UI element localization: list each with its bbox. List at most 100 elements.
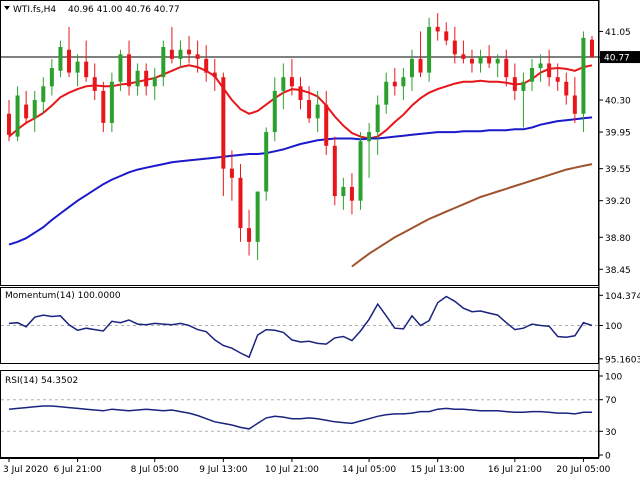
candle-body [212,72,217,78]
time-axis-label: 14 Jul 05:00 [342,465,396,475]
candle-body [264,132,269,192]
candle-body [452,40,457,55]
candle-body [384,81,389,105]
candle-body [49,68,54,87]
candle-body [24,104,29,119]
candle-body [75,61,80,73]
candle-body [272,90,277,133]
candle-body [564,81,569,96]
candle-body [555,77,560,82]
candle-body [504,58,509,78]
candle-body [84,61,89,78]
candle-body [15,95,20,137]
candle-body [289,77,294,87]
momentum-axis-tick-label: 100 [605,322,622,332]
candle-body [67,49,72,73]
candle-body [238,177,243,229]
candle-body [324,104,329,146]
candle-body [221,77,226,169]
rsi-panel-frame [0,370,599,458]
rsi-axis-tick-label: 30 [605,428,617,438]
candle-body [367,132,372,142]
candle-body [521,81,526,91]
candle-body [427,26,432,73]
ma-slow-line [351,163,593,268]
rsi-line [8,405,592,430]
candle-body [461,54,466,59]
price-chart[interactable] [1,13,599,268]
price-axis-tick-label: 41.05 [605,28,631,38]
price-axis-tick-label: 38.80 [605,234,631,244]
candle-body [341,186,346,197]
candle-body [358,141,363,201]
candle-body [169,49,174,59]
candle-body [435,26,440,32]
candle-body [152,77,157,87]
time-axis-label: 20 Jul 05:00 [556,465,610,475]
time-axis-label: 10 Jul 21:00 [265,465,319,475]
candle-body [298,86,303,101]
price-panel-frame [0,0,599,286]
momentum-chart[interactable] [1,295,598,359]
candle-body [315,104,320,119]
candle-body [255,191,260,242]
candle-body [444,31,449,41]
candle-body [409,58,414,78]
candle-body [7,113,11,135]
candle-body [281,77,286,91]
symbol-label: WTI.fs,H4 [13,5,56,15]
momentum-axis-tick-label: 104.3749 [605,292,640,302]
momentum-title: Momentum(14) 100.0000 [5,291,121,301]
candle-body [32,100,37,119]
candle-body [478,56,483,64]
dropdown-triangle-icon[interactable] [4,6,10,10]
rsi-axis-tick-label: 0 [605,452,611,462]
momentum-line [8,295,593,359]
candle-body [572,95,577,114]
candle-body [118,54,123,82]
candle-body [538,63,543,69]
price-axis-tick-label: 39.95 [605,129,631,139]
candle-body [349,186,354,201]
candle-body [178,49,183,59]
time-axis-label: 9 Jul 13:00 [199,465,248,475]
time-axis-label: 8 Jul 05:00 [131,465,180,475]
momentum-panel-frame [0,287,599,364]
candle-body [229,168,234,178]
candle-body [469,58,474,64]
candle-body [512,77,517,91]
ohlc-readout: 40.96 41.00 40.76 40.77 [68,5,180,15]
candle-body [195,54,200,59]
candle-body [487,56,492,64]
candle-body [547,63,552,78]
price-axis-tick-label: 38.45 [605,266,631,276]
candle-body [307,100,312,119]
candle-body [332,145,337,197]
candle-body [204,58,209,73]
candle-body [581,37,586,114]
candle-body [109,81,114,123]
time-axis-label: 16 Jul 21:00 [488,465,542,475]
time-axis-label: 6 Jul 21:00 [53,465,102,475]
candle-body [135,70,140,87]
current-price-label: 40.77 [604,54,630,64]
candle-body [92,77,97,91]
candle-body [590,39,594,58]
candle-body [58,46,63,71]
ma-mid-line [8,116,593,246]
momentum-axis-tick-label: 95.1603 [605,355,640,365]
time-axis-label: 3 Jul 2020 [3,465,48,475]
rsi-title: RSI(14) 54.3502 [5,376,78,386]
rsi-axis-tick-label: 100 [605,373,622,383]
current-price-tag [600,51,640,64]
rsi-axis-tick-label: 70 [605,396,617,406]
rsi-chart[interactable] [1,399,598,432]
candle-body [418,58,423,73]
time-axis-label: 15 Jul 13:00 [411,465,465,475]
candle-body [187,49,192,55]
candle-body [144,70,149,87]
price-axis-tick-label: 39.55 [605,165,631,175]
candle-body [401,77,406,87]
candle-body [529,68,534,82]
